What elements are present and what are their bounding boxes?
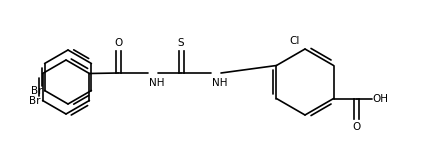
Text: Br: Br [31, 85, 43, 95]
Text: NH: NH [149, 78, 164, 88]
Text: O: O [114, 38, 122, 48]
Text: OH: OH [373, 93, 388, 103]
Text: S: S [178, 38, 184, 48]
Text: Br: Br [29, 95, 41, 105]
Text: Cl: Cl [289, 36, 300, 46]
Text: NH: NH [212, 78, 228, 88]
Text: O: O [353, 122, 361, 132]
